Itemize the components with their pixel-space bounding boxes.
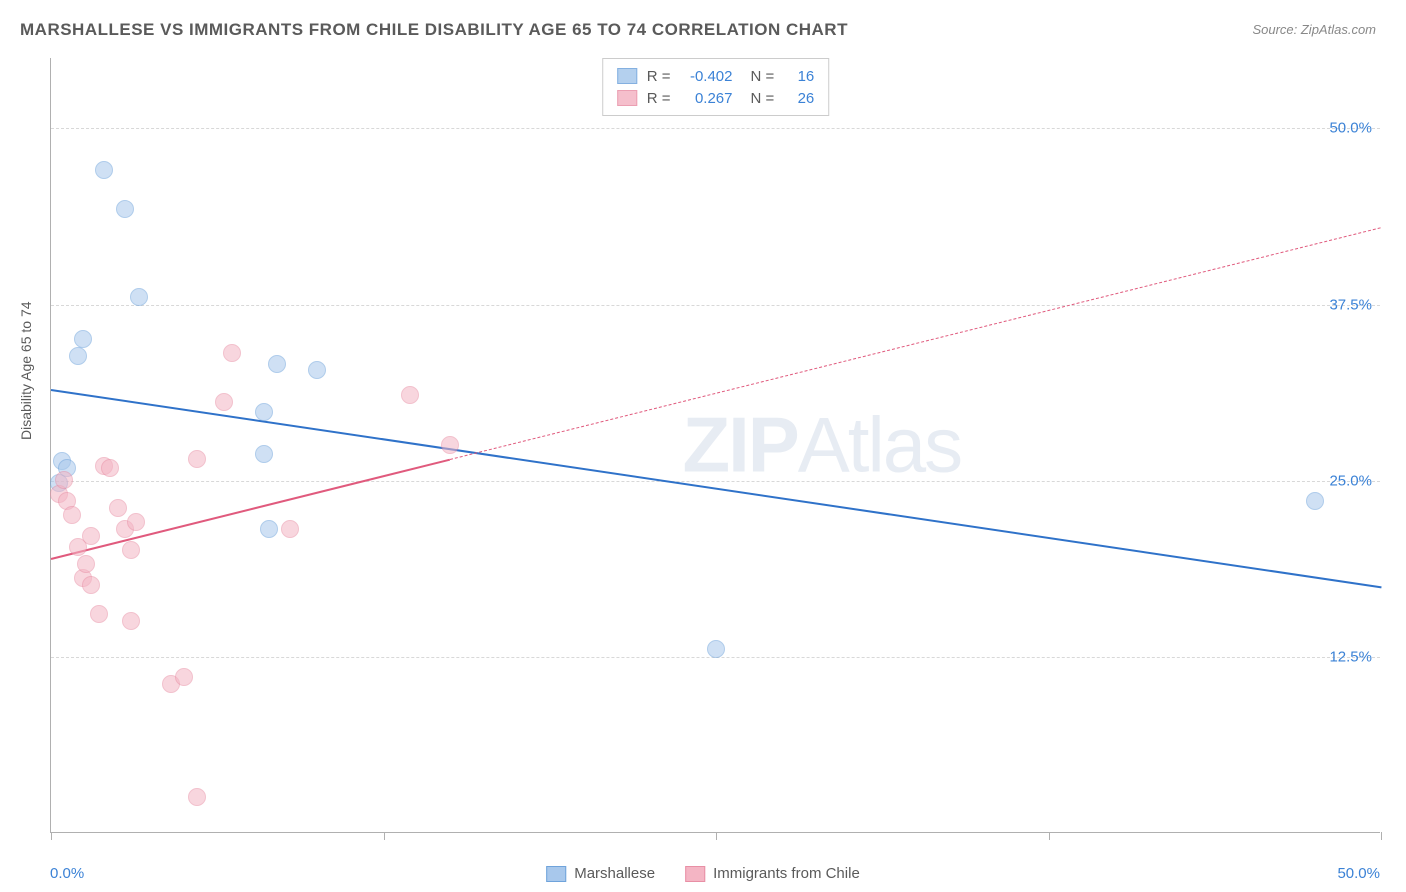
watermark-atlas: Atlas bbox=[798, 401, 961, 489]
legend-swatch-icon bbox=[617, 68, 637, 84]
data-point bbox=[188, 788, 206, 806]
data-point bbox=[441, 436, 459, 454]
r-label: R = bbox=[647, 68, 671, 85]
data-point bbox=[101, 459, 119, 477]
legend-label: Marshallese bbox=[574, 865, 655, 882]
data-point bbox=[255, 445, 273, 463]
x-tick bbox=[1049, 832, 1050, 840]
trend-line bbox=[51, 389, 1381, 588]
y-tick-label: 50.0% bbox=[1329, 120, 1372, 137]
legend-swatch-icon bbox=[617, 90, 637, 106]
r-label: R = bbox=[647, 90, 671, 107]
legend-item-marshallese: Marshallese bbox=[546, 865, 655, 882]
data-point bbox=[175, 668, 193, 686]
data-point bbox=[122, 541, 140, 559]
n-label: N = bbox=[751, 90, 775, 107]
legend-item-chile: Immigrants from Chile bbox=[685, 865, 860, 882]
data-point bbox=[74, 330, 92, 348]
x-tick bbox=[384, 832, 385, 840]
n-value: 16 bbox=[784, 68, 814, 85]
x-axis-min-label: 0.0% bbox=[50, 865, 84, 882]
data-point bbox=[82, 576, 100, 594]
data-point bbox=[401, 386, 419, 404]
data-point bbox=[268, 355, 286, 373]
gridline bbox=[51, 305, 1380, 306]
data-point bbox=[127, 513, 145, 531]
n-label: N = bbox=[751, 68, 775, 85]
data-point bbox=[95, 161, 113, 179]
x-tick bbox=[716, 832, 717, 840]
data-point bbox=[116, 200, 134, 218]
x-tick bbox=[1381, 832, 1382, 840]
r-value: 0.267 bbox=[681, 90, 733, 107]
y-tick-label: 37.5% bbox=[1329, 296, 1372, 313]
legend-swatch-icon bbox=[546, 866, 566, 882]
data-point bbox=[55, 471, 73, 489]
legend-bottom: Marshallese Immigrants from Chile bbox=[546, 865, 860, 882]
data-point bbox=[223, 344, 241, 362]
watermark: ZIPAtlas bbox=[682, 400, 961, 491]
correlation-legend-row: R = -0.402 N = 16 bbox=[617, 65, 815, 87]
y-tick-label: 12.5% bbox=[1329, 648, 1372, 665]
correlation-legend-row: R = 0.267 N = 26 bbox=[617, 87, 815, 109]
chart-container: MARSHALLESE VS IMMIGRANTS FROM CHILE DIS… bbox=[0, 0, 1406, 892]
watermark-zip: ZIP bbox=[682, 401, 797, 489]
trend-line-extrapolated bbox=[450, 227, 1381, 460]
data-point bbox=[707, 640, 725, 658]
data-point bbox=[281, 520, 299, 538]
x-axis-max-label: 50.0% bbox=[1337, 865, 1380, 882]
gridline bbox=[51, 481, 1380, 482]
data-point bbox=[122, 612, 140, 630]
data-point bbox=[90, 605, 108, 623]
data-point bbox=[130, 288, 148, 306]
correlation-legend: R = -0.402 N = 16 R = 0.267 N = 26 bbox=[602, 58, 830, 116]
y-tick-label: 25.0% bbox=[1329, 472, 1372, 489]
data-point bbox=[109, 499, 127, 517]
data-point bbox=[63, 506, 81, 524]
legend-label: Immigrants from Chile bbox=[713, 865, 860, 882]
y-axis-label: Disability Age 65 to 74 bbox=[18, 301, 34, 440]
data-point bbox=[82, 527, 100, 545]
n-value: 26 bbox=[784, 90, 814, 107]
data-point bbox=[308, 361, 326, 379]
data-point bbox=[215, 393, 233, 411]
data-point bbox=[255, 403, 273, 421]
source-attribution: Source: ZipAtlas.com bbox=[1252, 22, 1376, 37]
legend-swatch-icon bbox=[685, 866, 705, 882]
data-point bbox=[69, 347, 87, 365]
data-point bbox=[260, 520, 278, 538]
data-point bbox=[1306, 492, 1324, 510]
chart-title: MARSHALLESE VS IMMIGRANTS FROM CHILE DIS… bbox=[20, 20, 848, 40]
x-tick bbox=[51, 832, 52, 840]
r-value: -0.402 bbox=[681, 68, 733, 85]
gridline bbox=[51, 128, 1380, 129]
data-point bbox=[77, 555, 95, 573]
plot-area: ZIPAtlas 12.5% 25.0% 37.5% 50.0% R = -0.402 N … bbox=[50, 58, 1380, 833]
data-point bbox=[188, 450, 206, 468]
